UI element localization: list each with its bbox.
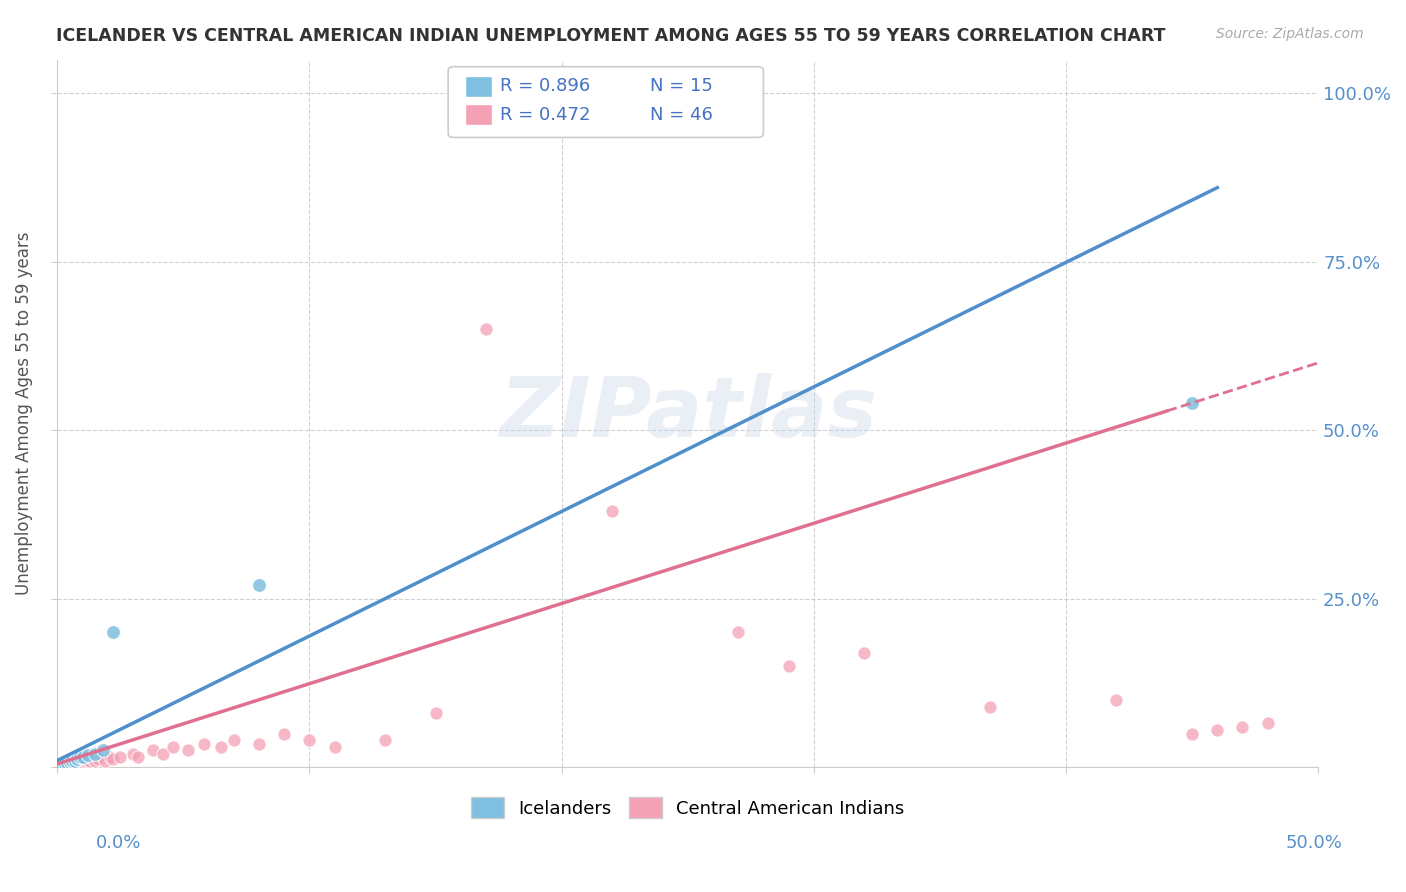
Point xyxy=(69,750,91,764)
Point xyxy=(73,754,96,768)
Point xyxy=(69,756,91,771)
Text: R = 0.896: R = 0.896 xyxy=(501,78,591,95)
Point xyxy=(98,750,121,764)
Point xyxy=(1232,720,1254,734)
Point xyxy=(76,748,98,763)
Point xyxy=(727,625,749,640)
Point xyxy=(53,756,76,771)
Point xyxy=(323,739,346,754)
Point xyxy=(62,754,84,768)
Point xyxy=(222,733,245,747)
FancyBboxPatch shape xyxy=(464,104,492,126)
Point xyxy=(152,747,174,761)
Point xyxy=(600,504,623,518)
Point xyxy=(94,754,117,768)
Text: 0.0%: 0.0% xyxy=(96,834,141,852)
Point xyxy=(273,726,295,740)
FancyBboxPatch shape xyxy=(464,76,492,97)
Point xyxy=(63,754,86,768)
Point xyxy=(122,747,145,761)
Point xyxy=(101,752,124,766)
Point xyxy=(374,733,396,747)
Point xyxy=(193,737,215,751)
Text: N = 15: N = 15 xyxy=(650,78,713,95)
Point xyxy=(247,737,270,751)
Point xyxy=(66,752,89,766)
Point xyxy=(76,754,98,768)
Text: N = 46: N = 46 xyxy=(650,106,713,124)
Point xyxy=(177,743,200,757)
Point xyxy=(72,755,94,769)
Point xyxy=(127,750,149,764)
Point xyxy=(84,747,107,761)
Point xyxy=(66,755,89,769)
Text: ICELANDER VS CENTRAL AMERICAN INDIAN UNEMPLOYMENT AMONG AGES 55 TO 59 YEARS CORR: ICELANDER VS CENTRAL AMERICAN INDIAN UNE… xyxy=(56,27,1166,45)
Point xyxy=(86,752,108,766)
Point xyxy=(209,739,232,754)
Point xyxy=(59,756,82,771)
Point xyxy=(979,699,1001,714)
Point xyxy=(1181,726,1204,740)
Point xyxy=(1206,723,1229,738)
Point xyxy=(56,756,79,771)
Point xyxy=(778,659,800,673)
Point xyxy=(91,743,114,757)
Point xyxy=(101,625,124,640)
Text: Source: ZipAtlas.com: Source: ZipAtlas.com xyxy=(1216,27,1364,41)
Point xyxy=(84,754,107,768)
Point xyxy=(62,756,84,770)
Point xyxy=(142,743,165,757)
Point xyxy=(1105,693,1128,707)
Point xyxy=(59,755,82,769)
Point xyxy=(72,750,94,764)
Text: R = 0.472: R = 0.472 xyxy=(501,106,591,124)
Y-axis label: Unemployment Among Ages 55 to 59 years: Unemployment Among Ages 55 to 59 years xyxy=(15,232,32,595)
Legend: Icelanders, Central American Indians: Icelanders, Central American Indians xyxy=(464,790,911,825)
Point xyxy=(63,756,86,770)
Point xyxy=(53,756,76,771)
Point xyxy=(475,322,498,336)
Text: 50.0%: 50.0% xyxy=(1286,834,1343,852)
Point xyxy=(1257,716,1279,731)
Point xyxy=(56,756,79,770)
Point xyxy=(51,756,73,771)
Point xyxy=(853,646,876,660)
Point xyxy=(91,750,114,764)
Point xyxy=(1181,396,1204,410)
Point xyxy=(162,739,184,754)
Point xyxy=(51,756,73,771)
Point xyxy=(425,706,447,721)
FancyBboxPatch shape xyxy=(449,67,763,137)
Text: ZIPatlas: ZIPatlas xyxy=(499,373,877,454)
Point xyxy=(79,754,101,768)
Point xyxy=(110,750,132,764)
Point xyxy=(82,752,104,766)
Point xyxy=(298,733,321,747)
Point xyxy=(247,578,270,592)
